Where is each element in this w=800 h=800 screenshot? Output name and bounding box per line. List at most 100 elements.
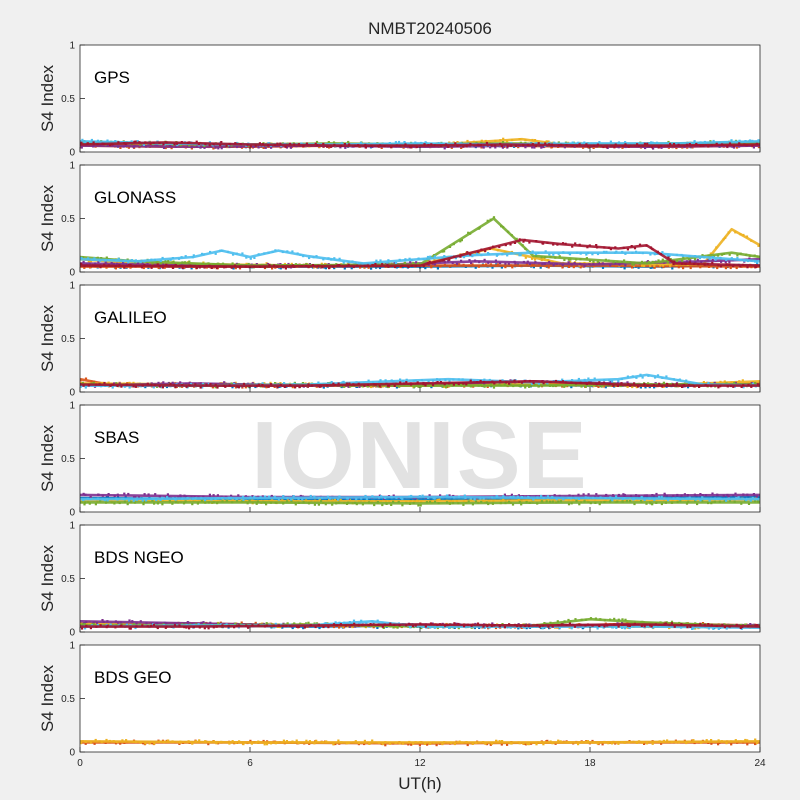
data-point [510, 234, 513, 237]
data-point [92, 264, 95, 267]
data-point [635, 625, 638, 628]
data-point [135, 622, 138, 625]
data-point [294, 263, 298, 266]
data-point [613, 498, 616, 501]
data-point [491, 502, 494, 505]
data-point [491, 380, 494, 383]
data-point [327, 257, 330, 260]
data-point [717, 264, 720, 267]
data-point [359, 266, 362, 269]
data-point [263, 625, 266, 628]
data-point [436, 267, 439, 270]
data-point [478, 251, 481, 255]
data-point [670, 501, 674, 504]
data-point [130, 259, 133, 262]
data-point [448, 245, 452, 248]
data-point [473, 498, 476, 501]
data-point [111, 143, 114, 146]
data-point [572, 383, 576, 386]
data-point [683, 145, 686, 149]
data-point [618, 263, 621, 266]
data-point [672, 494, 675, 497]
data-point [323, 266, 326, 269]
data-point [397, 140, 401, 144]
data-point [274, 382, 277, 385]
data-point [388, 500, 391, 503]
data-point [82, 260, 85, 264]
data-point [128, 627, 131, 630]
data-point [729, 384, 732, 388]
y-tick-label: 1 [69, 161, 75, 172]
data-point [80, 379, 82, 382]
data-point [522, 382, 526, 385]
data-point [569, 260, 572, 264]
data-point [267, 144, 270, 147]
data-point [586, 252, 589, 255]
data-point [339, 144, 343, 147]
data-point [539, 266, 542, 269]
data-point [716, 254, 720, 257]
data-point [608, 379, 611, 382]
data-point [664, 501, 667, 504]
data-point [552, 264, 555, 267]
data-point [658, 495, 661, 499]
data-point [212, 501, 215, 504]
data-point [248, 499, 251, 502]
data-point [491, 266, 494, 269]
data-point [491, 382, 494, 385]
data-point [458, 263, 461, 266]
data-point [683, 493, 686, 496]
data-point [624, 252, 627, 255]
data-point [587, 496, 590, 499]
data-point [679, 500, 682, 503]
data-point [480, 383, 483, 386]
data-point [234, 142, 237, 145]
data-point [728, 260, 731, 263]
data-point [419, 385, 422, 388]
data-point [544, 250, 547, 253]
data-point [736, 381, 739, 384]
data-point [487, 252, 490, 256]
data-point [101, 381, 104, 384]
data-point [357, 144, 360, 147]
data-point [422, 383, 425, 386]
data-point [500, 145, 503, 148]
data-point [293, 382, 296, 385]
data-point [649, 246, 653, 249]
data-point [437, 625, 440, 628]
data-point [173, 624, 177, 627]
data-point [531, 146, 534, 149]
data-point [403, 141, 406, 144]
data-point [193, 499, 197, 502]
data-point [267, 142, 270, 145]
data-point [317, 264, 320, 267]
data-point [567, 496, 570, 499]
data-point [287, 262, 290, 266]
data-point [567, 618, 570, 622]
data-point [489, 218, 492, 221]
data-point [676, 495, 679, 499]
data-point [105, 256, 108, 259]
data-point [188, 260, 191, 263]
data-point [725, 627, 728, 630]
data-point [492, 216, 496, 219]
data-point [134, 385, 137, 388]
data-point [214, 386, 217, 389]
data-point [424, 384, 427, 387]
data-point [528, 501, 531, 504]
data-point [553, 141, 556, 144]
data-point [746, 493, 749, 496]
data-point [248, 385, 251, 388]
data-point [216, 386, 219, 389]
data-point [114, 626, 117, 629]
data-point [579, 381, 582, 384]
data-point [622, 493, 625, 496]
data-point [490, 144, 493, 147]
data-point [92, 621, 95, 624]
data-point [542, 382, 545, 385]
data-point [240, 621, 243, 624]
data-point [235, 252, 238, 255]
data-point [677, 143, 680, 146]
data-point [133, 501, 137, 504]
data-point [650, 622, 653, 625]
